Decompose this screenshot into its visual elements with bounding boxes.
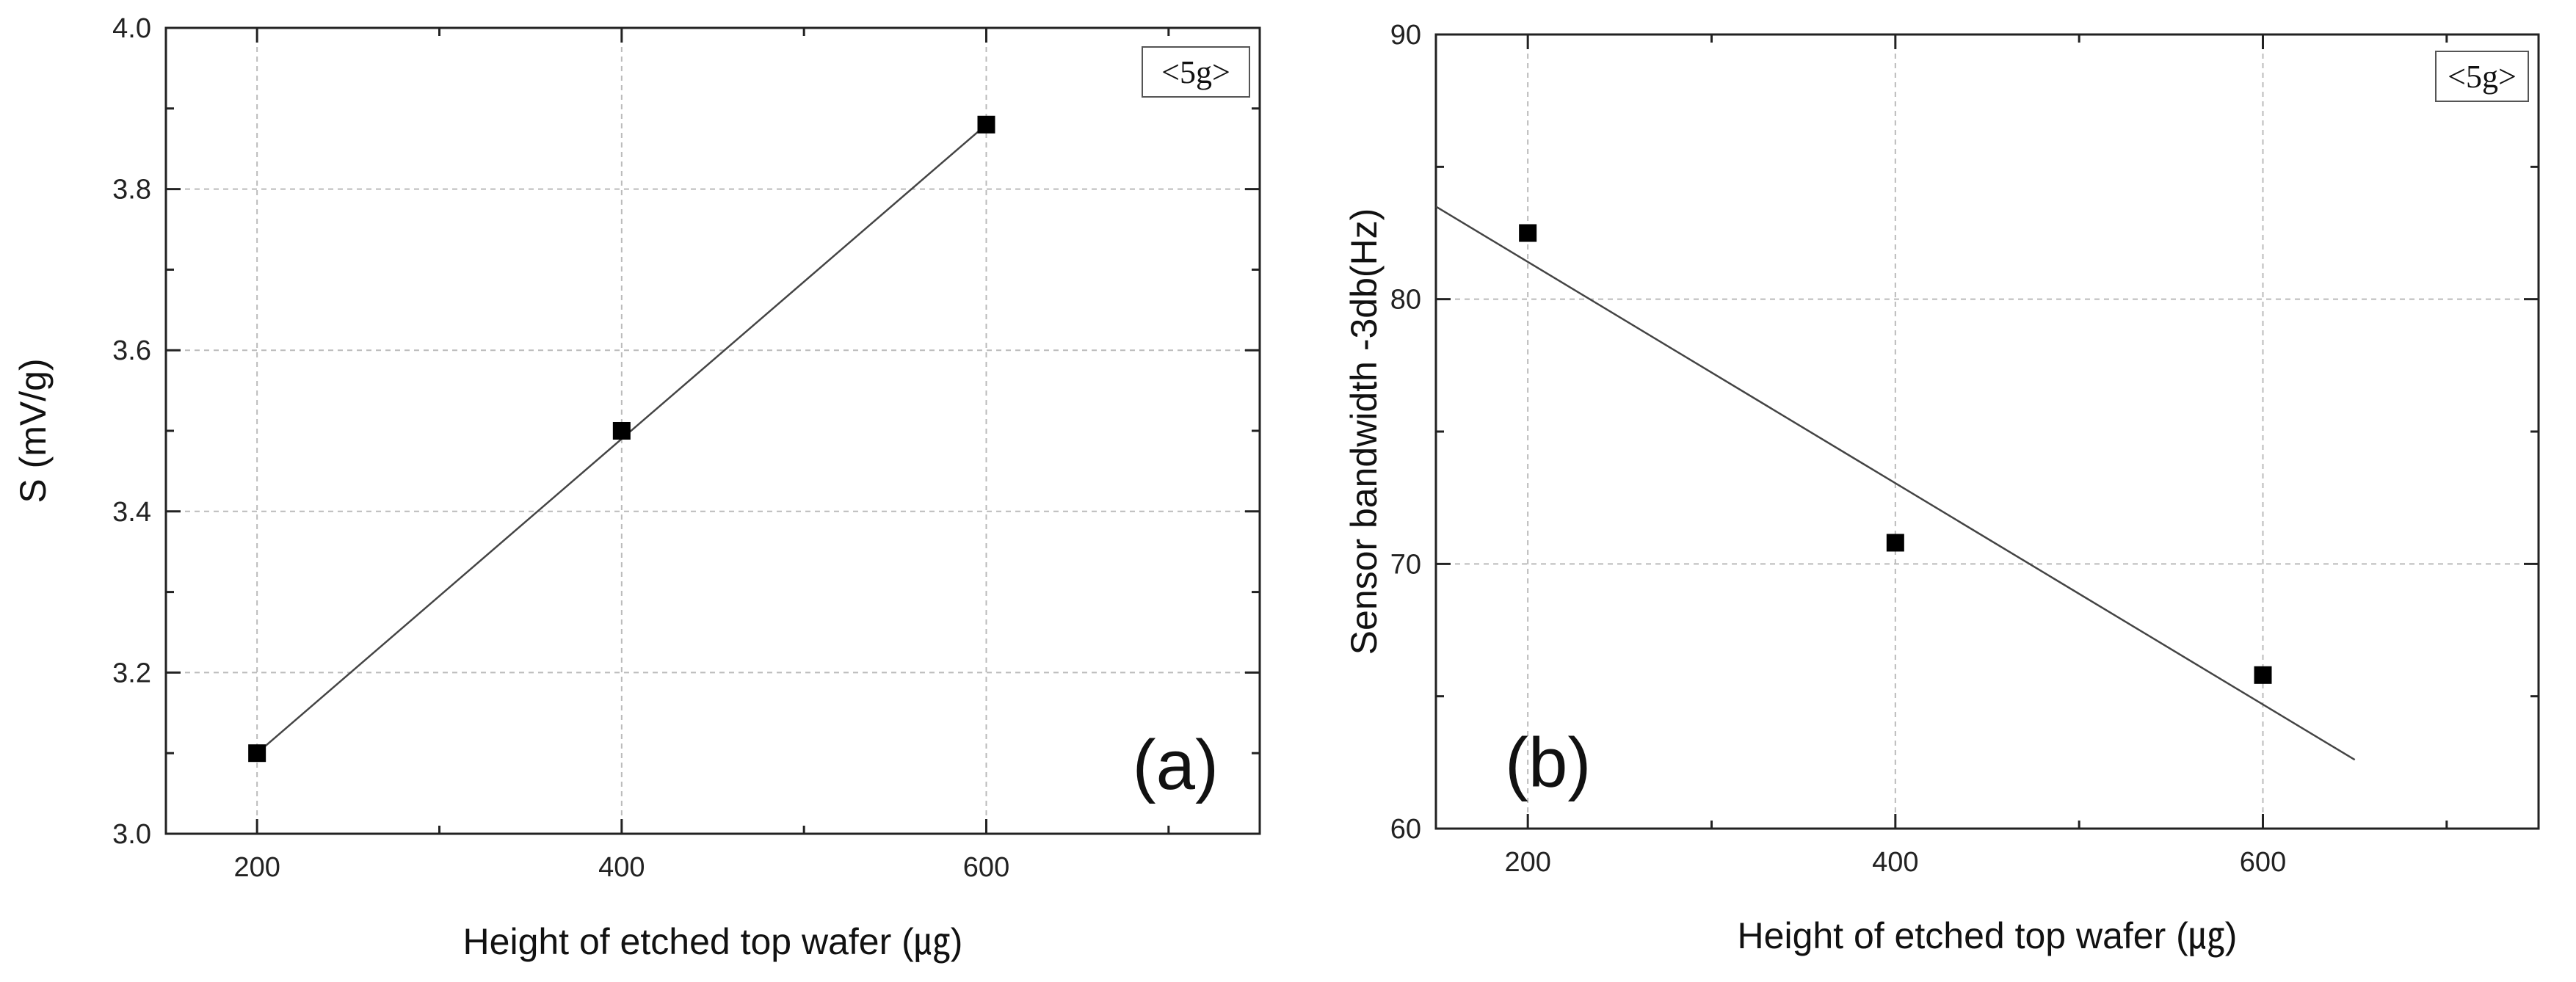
panel-label-b: (b) [1505, 724, 1591, 802]
y-axis-title-b: Sensor bandwidth -3db(Hz) [1343, 208, 1385, 655]
data-point [612, 422, 631, 440]
points-a [248, 115, 995, 763]
legend-box-b [2435, 51, 2529, 102]
ticks-b: 200 400 600 60 70 80 90 [1390, 20, 2539, 878]
y-axis-title-a: S (mV/g) [12, 358, 54, 503]
y-tick-label: 80 [1390, 285, 1421, 316]
data-point [248, 744, 266, 763]
ticks-a: 200 400 600 3.0 3.2 3.4 3.6 3.8 4.0 [112, 13, 1260, 883]
y-tick-label: 60 [1390, 814, 1421, 845]
x-tick-label: 400 [1872, 847, 1918, 878]
points-b [1519, 224, 2272, 684]
data-point [1519, 224, 1537, 242]
x-tick-label: 200 [1504, 847, 1550, 878]
chart-panel-b: 200 400 600 60 70 80 90 <5g> (b) Height of etc… [1343, 20, 2540, 958]
y-tick-label: 3.8 [112, 175, 151, 206]
chart-panel-a: 200 400 600 3.0 3.2 3.4 3.6 3.8 4.0 <5g> (a) Hei… [12, 13, 1261, 964]
panel-label-a: (a) [1133, 726, 1219, 804]
y-tick-label: 4.0 [112, 13, 151, 44]
fit-line [1435, 206, 2356, 761]
plot-frame-b [1434, 33, 2540, 830]
y-tick-label: 3.4 [112, 497, 151, 528]
x-tick-label: 600 [2240, 847, 2286, 878]
x-axis-title-a: Height of etched top wafer (㎍) [463, 921, 963, 964]
y-tick-label: 3.6 [112, 335, 151, 366]
x-axis-title-b: Height of etched top wafer (㎍) [1738, 915, 2238, 958]
x-tick-label: 400 [598, 852, 645, 883]
x-tick-label: 200 [233, 852, 280, 883]
y-tick-label: 90 [1390, 20, 1421, 51]
y-tick-label: 3.0 [112, 819, 151, 850]
plot-frame-a [164, 26, 1261, 835]
x-tick-label: 600 [963, 852, 1009, 883]
legend-box-a [1142, 46, 1250, 98]
grid-a [166, 28, 1260, 834]
y-tick-label: 70 [1390, 549, 1421, 580]
data-point [977, 115, 995, 134]
data-point [1886, 534, 1904, 552]
data-point [2254, 666, 2272, 684]
legend-note-a: <5g> [1161, 54, 1230, 90]
grid-b [1436, 34, 2539, 829]
fit-line-b [1435, 206, 2356, 761]
y-tick-label: 3.2 [112, 658, 151, 688]
legend-note-b: <5g> [2448, 59, 2517, 95]
